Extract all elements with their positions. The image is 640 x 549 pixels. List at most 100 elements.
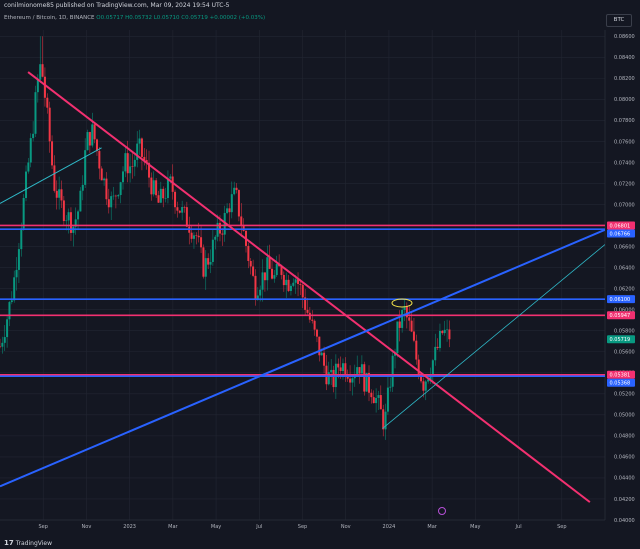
candle-body: [46, 97, 49, 108]
candle-body: [443, 329, 446, 334]
candle-body: [214, 236, 217, 240]
ticker-info: Ethereum / Bitcoin, 1D, BINANCE O0.05717…: [4, 14, 265, 23]
y-tick-label: 0.07400: [614, 160, 635, 166]
candle-body: [446, 329, 449, 331]
candle-body: [197, 235, 200, 238]
candle-body: [332, 369, 335, 388]
x-tick-label: 2024: [383, 524, 396, 530]
price-tag: [607, 229, 635, 238]
candle-body: [259, 289, 262, 296]
candle-body: [13, 277, 16, 301]
ticker-close: C0.05719: [181, 15, 208, 21]
publish-header: conilmionome85 published on TradingView.…: [4, 2, 230, 9]
candle-body: [100, 168, 103, 181]
candle-body: [394, 353, 397, 356]
candle-body: [67, 212, 70, 221]
trend-line: [27, 71, 591, 503]
candle-body: [29, 138, 32, 163]
candle-body: [289, 285, 292, 291]
y-tick-label: 0.08400: [614, 55, 635, 61]
candle-body: [221, 233, 224, 235]
y-axis: 0.08600 0.08400 0.08200 0.08000 0.07800 0.076…: [614, 34, 635, 524]
candle-body: [176, 207, 179, 211]
x-tick-label: Sep: [38, 524, 47, 530]
candle-body: [107, 199, 110, 208]
candle-body: [55, 190, 58, 198]
candle-body: [60, 189, 63, 201]
candle-body: [237, 190, 240, 217]
price-tag-label: 0.05368: [610, 381, 631, 387]
candle-body: [275, 263, 278, 276]
candle-body: [93, 124, 96, 140]
candle-body: [162, 188, 165, 199]
candle-body: [396, 321, 399, 354]
price-tag: [607, 378, 635, 387]
candle-body: [181, 207, 184, 213]
candle-body: [1, 342, 4, 347]
candle-body: [375, 397, 378, 404]
candle-body: [155, 180, 158, 196]
candle-body: [51, 141, 54, 166]
y-tick-label: 0.06000: [614, 307, 635, 313]
candle-body: [356, 367, 359, 375]
candle-body: [368, 372, 371, 393]
x-tick-label: Mar: [427, 524, 437, 530]
candle-body: [313, 320, 316, 330]
candle-body: [114, 195, 117, 197]
price-tag-label: 0.05719: [610, 337, 631, 343]
candle-body: [304, 297, 307, 310]
candle-body: [379, 395, 382, 410]
candle-body: [166, 178, 169, 199]
candle-body: [410, 320, 413, 332]
candles: [0, 36, 451, 440]
candle-body: [429, 375, 432, 380]
candle-body: [424, 381, 427, 391]
candle-body: [174, 191, 177, 208]
tradingview-logo-icon: 𝟭𝟳: [4, 539, 14, 547]
footer-logo-text: TradingView: [15, 539, 53, 547]
candle-body: [297, 279, 300, 285]
candle-body: [145, 160, 148, 163]
currency-button[interactable]: BTC: [606, 14, 632, 27]
candle-body: [136, 143, 139, 160]
candle-body: [438, 330, 441, 349]
candle-body: [39, 64, 42, 80]
candle-body: [69, 212, 72, 233]
y-tick-label: 0.07800: [614, 118, 635, 124]
candle-body: [124, 153, 127, 172]
candle-body: [365, 372, 368, 392]
y-tick-label: 0.05000: [614, 413, 635, 419]
candle-body: [34, 92, 37, 134]
candle-body: [74, 219, 77, 227]
candle-body: [202, 247, 205, 277]
y-tick-label: 0.06200: [614, 286, 635, 292]
candle-body: [133, 159, 136, 167]
candle-body: [427, 379, 430, 382]
candle-body: [79, 190, 82, 212]
y-tick-label: 0.05200: [614, 392, 635, 398]
candle-body: [341, 363, 344, 372]
x-tick-label: Mar: [168, 524, 178, 530]
chart-grid: [0, 30, 606, 521]
candle-body: [110, 196, 113, 208]
candle-body: [287, 279, 290, 291]
candle-body: [65, 220, 68, 222]
candle-body: [249, 260, 252, 267]
candle-body: [171, 176, 174, 192]
x-tick-label: Nov: [82, 524, 92, 530]
candle-body: [122, 171, 125, 183]
price-tag: [607, 221, 635, 230]
candle-body: [403, 306, 406, 310]
candle-body: [256, 295, 259, 300]
candle-body: [185, 207, 188, 227]
price-tag-label: 0.06100: [610, 297, 631, 303]
candle-body: [360, 364, 363, 374]
candle-body: [43, 76, 46, 98]
event-marker-icon[interactable]: [438, 507, 446, 515]
candle-body: [431, 360, 434, 376]
candle-body: [88, 132, 91, 146]
candle-body: [306, 309, 309, 313]
candle-body: [408, 317, 411, 321]
candle-body: [178, 210, 181, 213]
